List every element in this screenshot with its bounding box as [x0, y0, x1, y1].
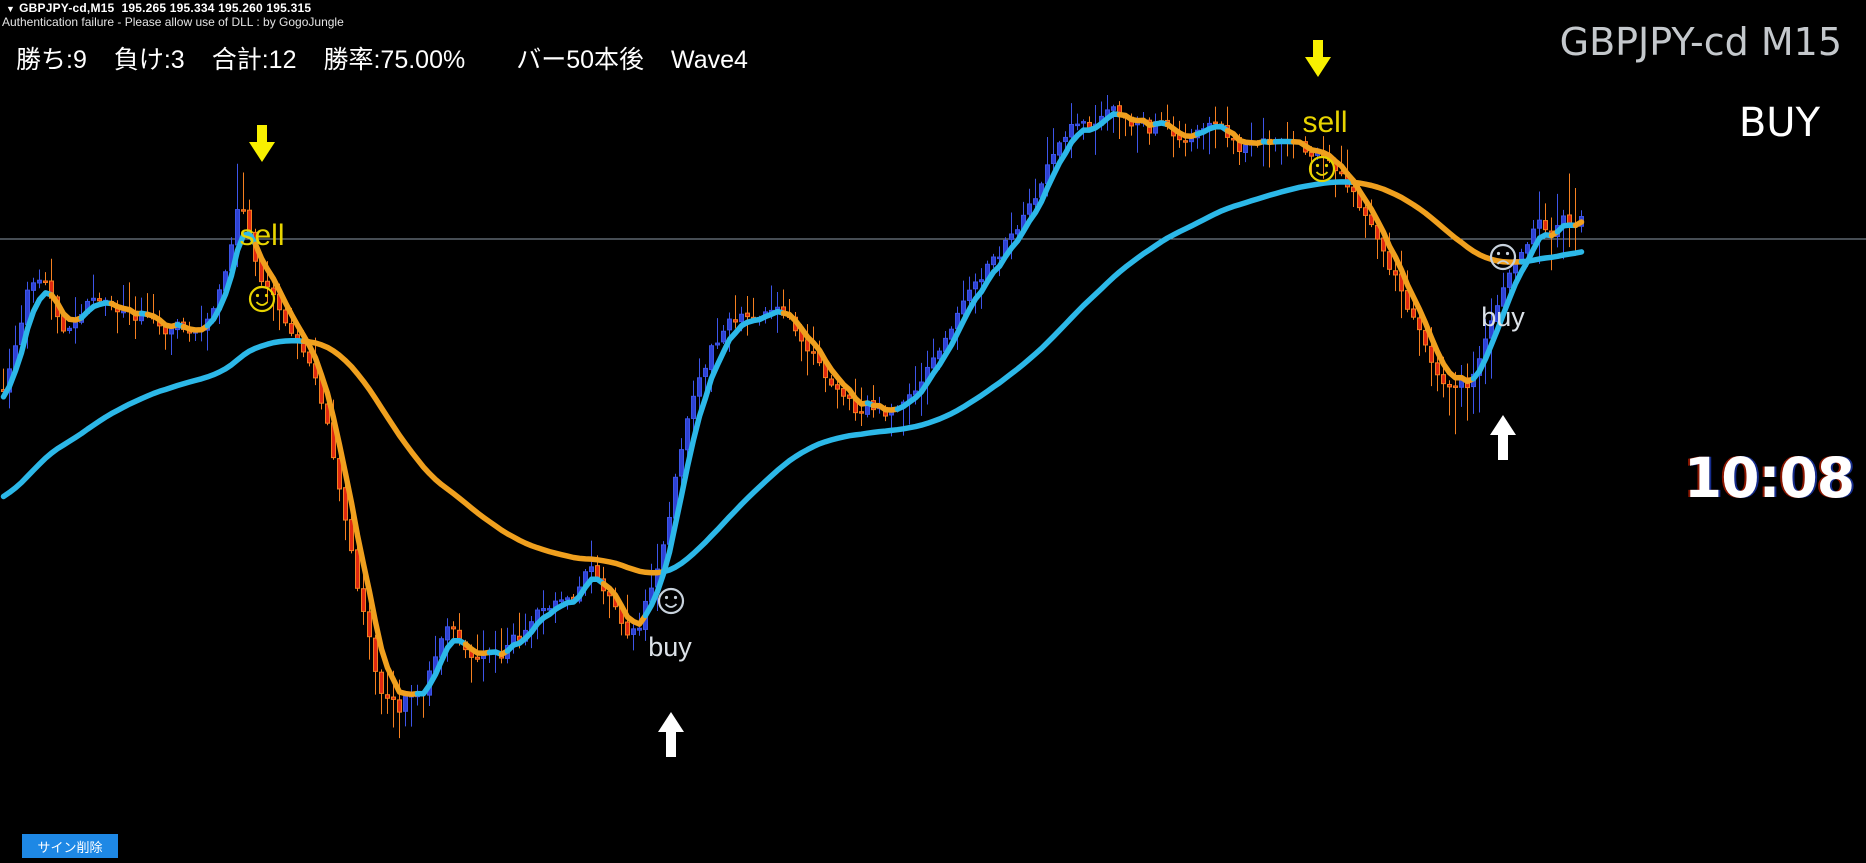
sell-signal-marker [1305, 40, 1336, 183]
window-collapse-icon[interactable]: ▼ [6, 4, 16, 14]
buy-up-arrow-icon [658, 712, 684, 757]
stat-wave: Wave4 [671, 46, 748, 74]
sell-signal-marker [248, 125, 276, 313]
signal-stats-bar: 勝ち:9 負け:3 合計:12 勝率:75.00% バー50本後 Wave4 [16, 40, 775, 76]
signal-countdown-clock: 10:08 [1683, 446, 1855, 510]
smiley-face-icon [248, 285, 276, 313]
fast-ma-line [0, 111, 1585, 698]
chart-title-bar: ▼ GBPJPY-cd,M15 195.265 195.334 195.260 1… [6, 1, 311, 15]
buy-signal-label: buy [1481, 302, 1525, 332]
sell-down-arrow-icon [1305, 40, 1331, 77]
symbol-timeframe-label: GBPJPY-cd M15 [1559, 20, 1842, 64]
symbol-ohlc-readout: GBPJPY-cd,M15 195.265 195.334 195.260 19… [19, 1, 312, 15]
sell-signal-label: sell [1302, 106, 1348, 139]
current-signal-label: BUY [1738, 100, 1820, 146]
stat-wins: 勝ち:9 [16, 46, 87, 74]
stat-bars-after: バー50本後 [516, 46, 645, 74]
buy-signal-marker [1489, 243, 1517, 460]
sell-signal-label: sell [239, 219, 285, 252]
stat-losses: 負け:3 [113, 46, 185, 74]
buy-up-arrow-icon [1490, 415, 1516, 460]
smiley-face-icon [1308, 155, 1336, 183]
stat-winrate: 勝率:75.00% [323, 46, 466, 74]
slow-ma-line [0, 179, 1585, 576]
sad-face-icon [1489, 243, 1517, 271]
delete-signs-button[interactable]: サイン削除 [22, 834, 118, 858]
candlesticks [1, 94, 1584, 739]
sell-down-arrow-icon [249, 125, 275, 162]
smiley-face-icon [657, 587, 685, 615]
buy-signal-marker [657, 587, 685, 757]
buy-signal-label: buy [648, 632, 692, 662]
dll-warning-text: Authentication failure - Please allow us… [2, 15, 344, 29]
stat-total: 合計:12 [211, 46, 297, 74]
